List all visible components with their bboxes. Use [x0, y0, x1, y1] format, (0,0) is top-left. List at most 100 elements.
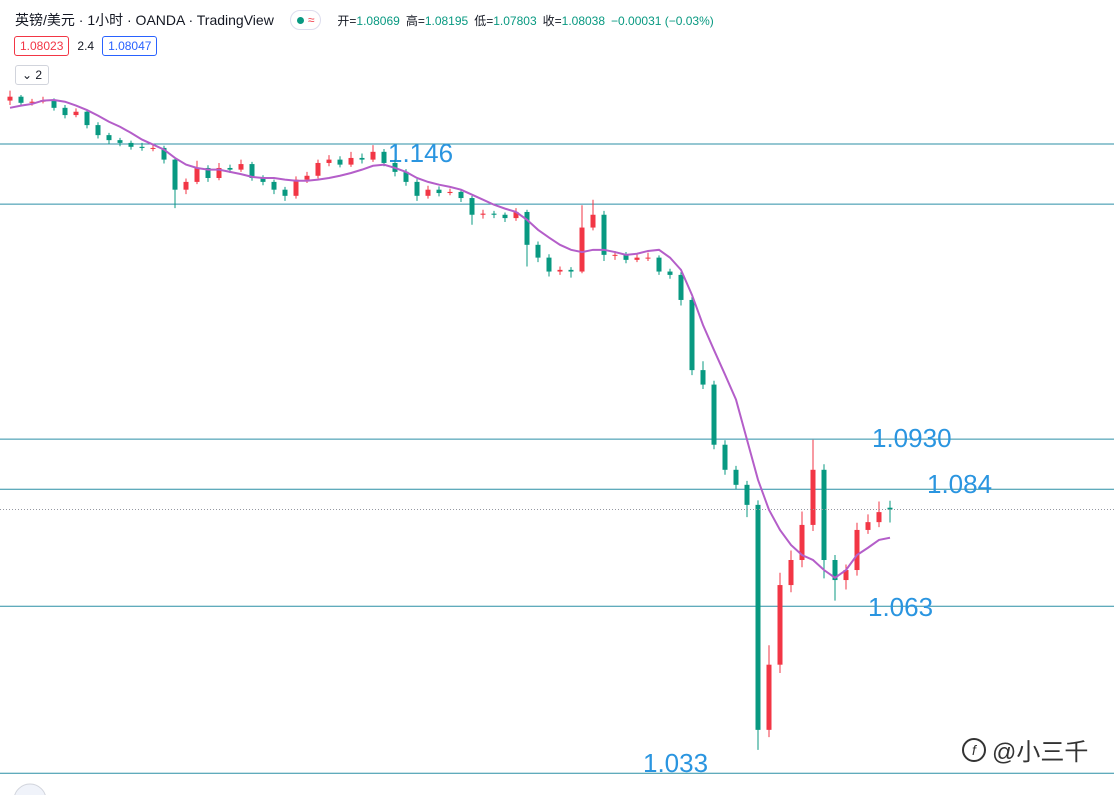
- candle-body: [623, 254, 629, 260]
- candle-body: [84, 111, 90, 126]
- level-label: 1.033: [643, 748, 708, 778]
- candle-body: [777, 585, 783, 665]
- candle-body: [480, 213, 486, 215]
- candle-body: [194, 167, 200, 182]
- ask[interactable]: 1.08047: [102, 36, 158, 56]
- candle-body: [612, 254, 618, 256]
- candle-body: [106, 135, 112, 141]
- spread: 2.4: [77, 39, 95, 53]
- candle-body: [579, 227, 585, 272]
- candle-body: [359, 157, 365, 160]
- candle-body: [546, 257, 552, 272]
- level-label: 1.084: [927, 469, 992, 499]
- candle-body: [744, 484, 750, 505]
- candle-body: [755, 504, 761, 730]
- ohlc-value: 1.07803: [493, 13, 537, 28]
- candle-body: [447, 191, 453, 194]
- candle-body: [128, 142, 134, 147]
- candle-body: [832, 560, 838, 581]
- change: −0.00031 (−0.03%): [611, 13, 714, 28]
- ohlc-label: 高=: [405, 13, 425, 28]
- candle-body: [799, 524, 805, 561]
- svg-text:f: f: [972, 742, 978, 758]
- candle-body: [381, 151, 387, 163]
- bid[interactable]: 1.08023: [14, 36, 70, 56]
- candle-body: [821, 469, 827, 561]
- candle-body: [491, 213, 497, 215]
- candle-body: [766, 664, 772, 730]
- status-dot: [296, 16, 304, 24]
- candle-body: [18, 96, 24, 103]
- candle-body: [315, 162, 321, 176]
- corner-button: [14, 783, 46, 795]
- level-label: 1.146: [388, 138, 453, 168]
- candle-body: [711, 384, 717, 445]
- candle-body: [502, 214, 508, 219]
- candle-body: [678, 274, 684, 300]
- candle-body: [205, 167, 211, 178]
- candle-body: [645, 257, 651, 259]
- candle-body: [469, 198, 475, 215]
- collapse-count: 2: [35, 68, 43, 82]
- candle-body: [216, 167, 222, 178]
- candle-body: [227, 167, 233, 170]
- candle-body: [29, 101, 35, 103]
- candle-body: [7, 96, 13, 101]
- candle-body: [513, 211, 519, 219]
- candle-body: [568, 269, 574, 272]
- candle-body: [458, 191, 464, 199]
- candle-body: [238, 164, 244, 170]
- watermark-text: @小三千: [992, 739, 1089, 766]
- candle-body: [51, 100, 57, 108]
- candle-body: [810, 469, 816, 525]
- candle-body: [656, 257, 662, 272]
- candle-body: [634, 257, 640, 260]
- candle-body: [62, 107, 68, 116]
- candle-body: [348, 157, 354, 165]
- level-label: 1.0930: [872, 423, 952, 453]
- candle-body: [436, 189, 442, 194]
- candle-body: [425, 189, 431, 196]
- candle-body: [524, 211, 530, 245]
- candle-body: [326, 159, 332, 163]
- ohlc-label: 低=: [474, 13, 494, 28]
- candle-body: [854, 529, 860, 571]
- candle-body: [722, 444, 728, 470]
- quote-row: 1.08023 2.4 1.08047: [14, 36, 158, 56]
- candle-body: [876, 512, 882, 523]
- legend-header: 英镑/美元 · 1小时 · OANDA · TradingView ≈ 开= 1.…: [15, 10, 714, 30]
- candle-body: [557, 269, 563, 272]
- candle-body: [337, 159, 343, 165]
- candle-body: [95, 125, 101, 136]
- candle-body: [843, 570, 849, 581]
- candle-body: [117, 140, 123, 143]
- status-badge[interactable]: ≈: [289, 10, 322, 30]
- ohlc-value: 1.08038: [561, 13, 606, 28]
- moving-average: [9, 99, 891, 580]
- candle-body: [304, 175, 310, 180]
- ohlc: 开=1.08069 高=1.08195 低=1.07803 收=1.08038 −0.0…: [337, 12, 713, 29]
- candle-body: [535, 244, 541, 258]
- watermark-logo: f: [962, 737, 986, 762]
- candle-body: [271, 181, 277, 190]
- candle-body: [601, 214, 607, 255]
- collapse-button[interactable]: ⌄ 2: [15, 65, 50, 85]
- ohlc-value: 1.08195: [424, 13, 469, 28]
- candle-body: [788, 560, 794, 586]
- ohlc-label: 收=: [542, 13, 562, 28]
- symbol: 英镑/美元 · 1小时 · OANDA · TradingView: [15, 12, 274, 28]
- candle-body: [370, 151, 376, 160]
- ohlc-label: 开=: [337, 13, 357, 28]
- candle-body: [700, 370, 706, 385]
- candle-body: [183, 181, 189, 190]
- candle-body: [73, 111, 79, 116]
- candle-body: [887, 507, 893, 510]
- watermark: f @小三千: [960, 732, 1088, 767]
- candle-body: [667, 271, 673, 275]
- candle-body: [590, 214, 596, 228]
- candle-body: [403, 171, 409, 182]
- candle-body: [150, 147, 156, 149]
- candle-body: [414, 181, 420, 196]
